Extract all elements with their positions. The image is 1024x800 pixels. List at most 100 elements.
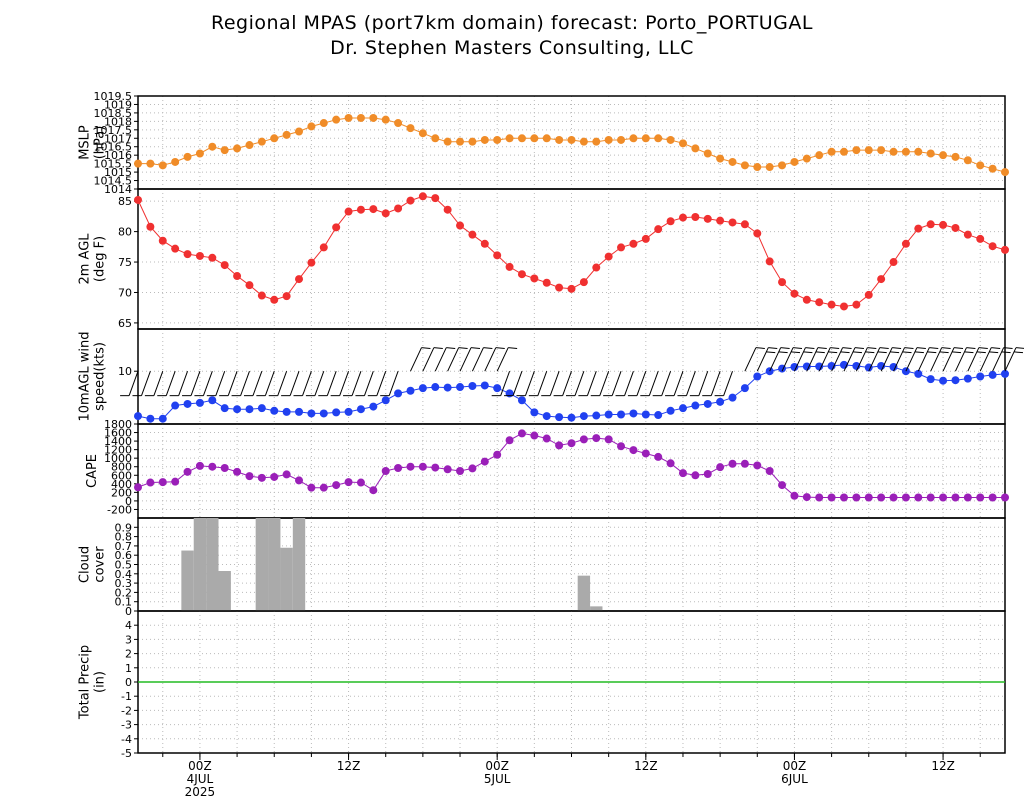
y-tick-label: 0 <box>125 676 132 689</box>
data-point <box>753 229 762 238</box>
data-point <box>852 493 861 502</box>
data-point <box>877 493 886 502</box>
data-point <box>332 481 341 490</box>
data-point <box>319 409 328 418</box>
data-point <box>901 147 910 156</box>
data-point <box>939 151 948 160</box>
wind-barb-feather <box>495 347 505 349</box>
wind-barb-feather <box>755 347 765 349</box>
wind-barb-feather <box>867 347 877 349</box>
wind-barb <box>979 347 992 372</box>
y-tick-label: 0.4 <box>115 568 133 581</box>
data-point <box>195 461 204 470</box>
data-point <box>716 154 725 163</box>
wind-barb-feather <box>890 351 900 354</box>
wind-barb-feather <box>817 347 827 349</box>
x-date-label: 4JUL <box>187 772 214 786</box>
wind-barb-feather <box>916 347 926 349</box>
data-point <box>728 459 737 468</box>
data-point <box>963 493 972 502</box>
data-point <box>592 137 601 146</box>
data-point <box>517 134 526 143</box>
data-point <box>654 225 663 234</box>
data-point <box>456 137 465 146</box>
data-point <box>629 239 638 248</box>
data-point <box>802 493 811 502</box>
wind-barb <box>422 347 435 372</box>
data-point <box>146 222 155 231</box>
data-point <box>530 134 539 143</box>
data-point <box>976 161 985 170</box>
title-block: Regional MPAS (port7km domain) forecast:… <box>0 0 1024 80</box>
data-point <box>158 161 167 170</box>
data-point <box>295 476 304 485</box>
data-point <box>171 244 180 253</box>
y-tick-label: 65 <box>118 317 132 330</box>
y-tick-label: 1017 <box>104 132 132 145</box>
data-point <box>443 137 452 146</box>
wind-barb <box>537 371 548 396</box>
y-tick-label: 80 <box>118 226 132 239</box>
wind-barb-feather <box>780 347 790 349</box>
cloud-bar <box>206 518 219 611</box>
data-point <box>592 434 601 443</box>
data-point <box>542 412 551 421</box>
data-point <box>1001 168 1009 177</box>
cloud-bar <box>268 518 281 611</box>
y-tick-label: 1015 <box>104 166 132 179</box>
y-tick-label: 1018 <box>104 115 132 128</box>
data-point <box>220 464 229 473</box>
data-point <box>926 149 935 158</box>
data-point <box>270 406 279 415</box>
wind-barb <box>215 371 226 396</box>
data-point <box>195 398 204 407</box>
wind-barb <box>434 347 447 372</box>
wind-barb <box>636 371 647 396</box>
data-point <box>963 156 972 165</box>
wind-barb-feather <box>433 347 443 349</box>
y-axis-label-line: 2m AGL <box>78 233 93 285</box>
data-point <box>641 449 650 458</box>
wind-barb-feather <box>840 351 850 354</box>
data-point <box>666 406 675 415</box>
data-point <box>839 302 848 311</box>
data-point <box>208 396 217 405</box>
y-tick-label: 0.8 <box>115 531 133 544</box>
data-point <box>778 278 787 287</box>
chart-subtitle: Dr. Stephen Masters Consulting, LLC <box>330 37 694 59</box>
data-point <box>394 464 403 473</box>
y-tick-label: 75 <box>118 256 132 269</box>
wind-barb <box>141 371 151 396</box>
data-point <box>468 382 477 390</box>
data-point <box>493 384 502 393</box>
data-point <box>431 134 440 143</box>
wind-barb-feather <box>446 347 456 349</box>
wind-barb-feather <box>508 347 518 349</box>
cloud-bar <box>292 518 306 611</box>
wind-barb <box>562 371 572 396</box>
data-point <box>617 442 626 451</box>
data-point <box>877 146 886 155</box>
data-point <box>456 467 465 475</box>
data-point <box>493 251 502 260</box>
data-point <box>790 157 799 166</box>
wind-barb <box>1004 347 1017 372</box>
data-point <box>270 472 279 481</box>
data-point <box>171 157 180 166</box>
wind-barb-feather <box>842 347 852 349</box>
data-point <box>443 205 452 214</box>
data-point <box>839 493 848 502</box>
wind-barb <box>723 371 733 396</box>
data-point <box>678 404 687 413</box>
wind-barb <box>240 371 250 396</box>
wind-barb <box>698 371 709 396</box>
data-point <box>332 115 341 124</box>
data-point <box>307 483 316 492</box>
data-point <box>765 163 774 172</box>
y-tick-label: 10 <box>118 365 132 378</box>
y-axis-label: MSLP (hPa) <box>78 125 108 160</box>
x-date-label: 5JUL <box>484 772 511 786</box>
wind-barb-feather <box>865 351 875 354</box>
data-point <box>183 467 192 476</box>
data-point <box>406 124 415 133</box>
